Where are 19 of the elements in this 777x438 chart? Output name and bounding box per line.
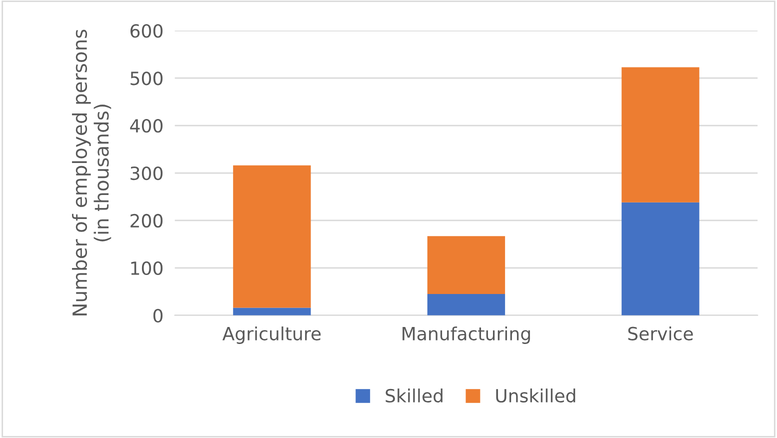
y-tick-label: 0 <box>153 308 163 322</box>
x-tick-label: Service <box>628 326 693 340</box>
bar <box>233 165 311 308</box>
y-tick-label: 100 <box>131 261 163 276</box>
y-tick-label: 200 <box>130 214 163 228</box>
y-tick-label: 500 <box>130 72 163 86</box>
legend-label: Skilled <box>386 388 442 403</box>
legend-label: Unskilled <box>496 388 576 403</box>
bar <box>427 236 506 294</box>
x-tick-label: Agriculture <box>222 326 321 344</box>
y-tick-label: 300 <box>130 166 163 180</box>
bar <box>233 308 311 316</box>
y-axis-title: Number of employed persons (in thousands) <box>72 30 112 316</box>
bar <box>427 294 506 316</box>
bar <box>622 67 700 202</box>
bar <box>622 202 700 316</box>
y-tick-label: 400 <box>130 119 163 133</box>
y-tick-label: 600 <box>130 24 163 38</box>
x-tick-label: Manufacturing <box>402 326 530 344</box>
